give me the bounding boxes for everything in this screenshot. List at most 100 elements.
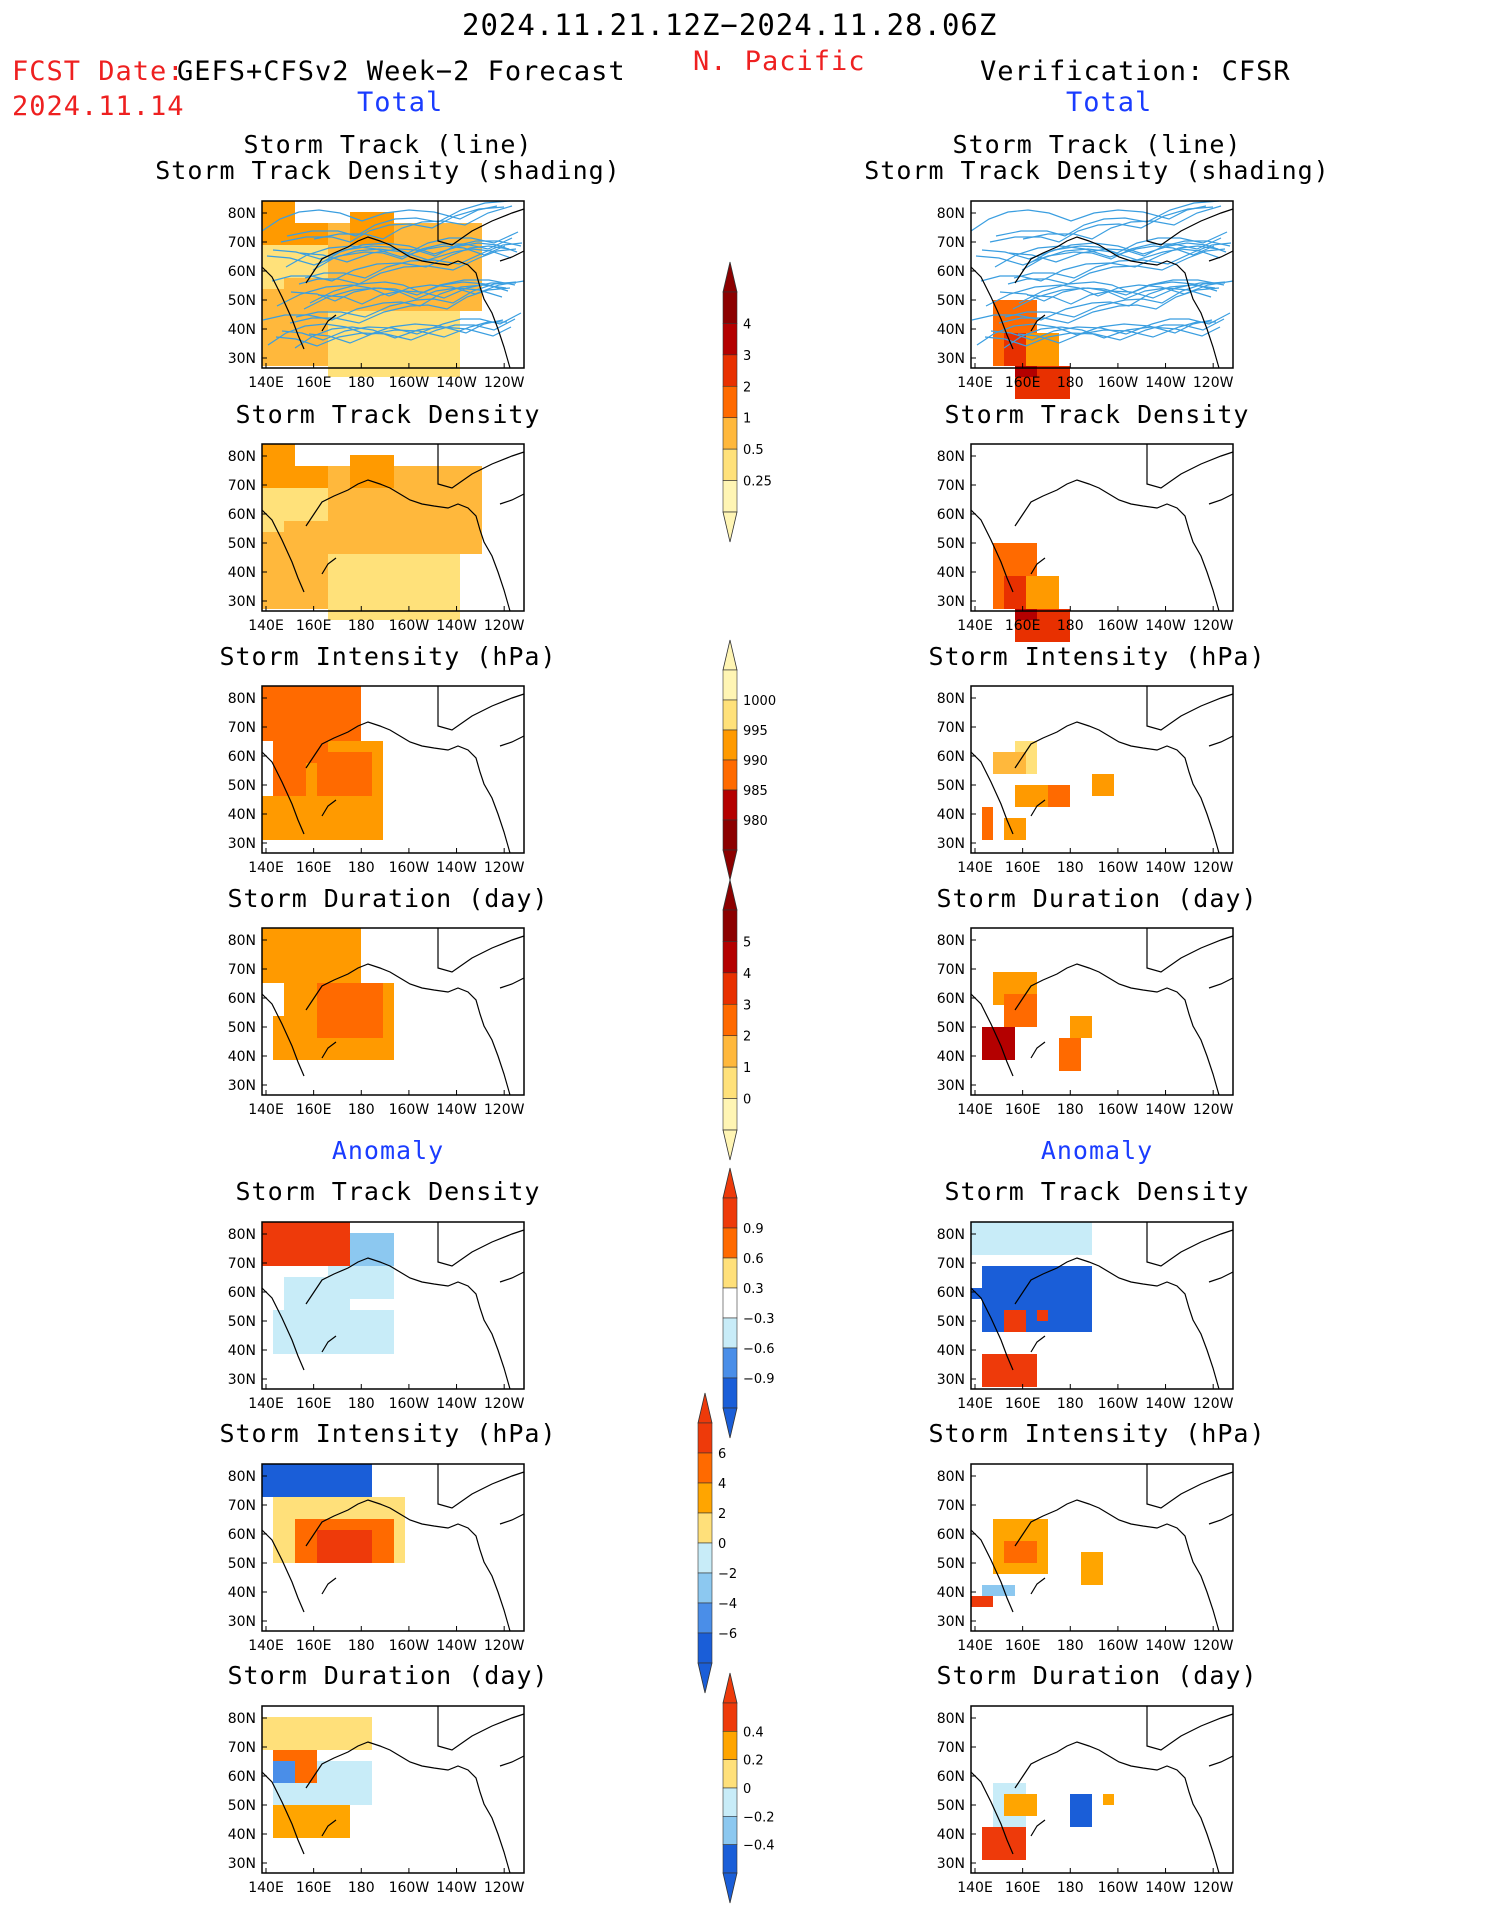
y-tick-label: 50N	[228, 1020, 256, 1036]
y-tick-label: 50N	[937, 778, 965, 794]
coastline	[970, 509, 1014, 593]
map-verification-total-intensity: 140E 160E 180 160W 140W 120W 80N 70N 60N 50N 40N 30…	[937, 685, 1234, 876]
map-frame	[970, 927, 1234, 1096]
y-tick-label: 50N	[228, 536, 256, 552]
y-tick-label: 70N	[937, 235, 965, 251]
map-forecast-total-density: 140E 160E 180 160W 140W 120W 80N 70N 60N 50N 40N 30…	[228, 443, 525, 634]
y-tick-label: 70N	[937, 1740, 965, 1756]
region-label: N. Pacific	[693, 46, 866, 77]
y-tick-label: 60N	[228, 264, 256, 280]
colorbar-arrow-top	[697, 1392, 713, 1424]
field-cell	[328, 311, 460, 377]
colorbar-segment	[722, 385, 738, 419]
map-verification-total-duration: 140E 160E 180 160W 140W 120W 80N 70N 60N 50N 40N 30…	[937, 927, 1234, 1118]
y-tick-label: 30N	[937, 1614, 965, 1630]
x-tick-label: 140W	[436, 860, 477, 876]
field-cell	[1070, 1016, 1092, 1038]
field-cell	[339, 521, 372, 554]
y-tick-label: 60N	[228, 507, 256, 523]
y-tick-label: 40N	[937, 1343, 965, 1359]
coastline	[261, 509, 305, 593]
coastline	[1146, 1464, 1234, 1509]
colorbar-arrow-bottom	[722, 1407, 738, 1439]
x-tick-label: 160E	[1005, 860, 1041, 876]
colorbar-label: 2	[718, 1507, 726, 1522]
storm-track-line	[994, 245, 1215, 268]
x-tick-label: 140E	[957, 860, 993, 876]
storm-track-line	[276, 280, 525, 307]
colorbar-segment	[722, 1287, 738, 1319]
coastline	[1146, 928, 1234, 973]
x-tick-label: 140W	[1145, 1102, 1186, 1118]
coastline	[321, 314, 337, 332]
map-forecast-total-duration: 140E 160E 180 160W 140W 120W 80N 70N 60N 50N 40N 30…	[228, 927, 525, 1118]
title-anom-density-left: Storm Track Density	[235, 1177, 541, 1206]
colorbar-label: 0.6	[743, 1252, 764, 1267]
y-tick-label: 60N	[228, 1285, 256, 1301]
x-tick-label: 160E	[1005, 375, 1041, 391]
x-tick-label: 180	[348, 618, 375, 634]
coastline	[499, 1755, 525, 1767]
x-tick-label: 120W	[484, 1638, 525, 1654]
coastline	[1030, 557, 1046, 575]
field-cell	[273, 1761, 295, 1783]
y-tick-label: 40N	[937, 1585, 965, 1601]
storm-track-line	[281, 312, 522, 341]
x-tick-label: 120W	[1193, 1880, 1234, 1896]
colorbar-arrow-top	[722, 1672, 738, 1704]
colorbar-segment	[722, 972, 738, 1005]
x-tick-label: 140W	[1145, 1396, 1186, 1412]
storm-track-line	[985, 280, 1234, 307]
x-tick-label: 160W	[389, 1638, 430, 1654]
colorbar-segment	[722, 1066, 738, 1099]
fcst-date-label: FCST Date:	[12, 56, 185, 87]
colorbar-segment	[722, 1317, 738, 1349]
colorbar-label: 0.2	[743, 1754, 764, 1769]
coastline	[1030, 1577, 1046, 1595]
coastline	[1014, 1741, 1220, 1874]
storm-track-line	[286, 200, 511, 237]
y-tick-label: 40N	[937, 565, 965, 581]
y-tick-label: 60N	[228, 749, 256, 765]
coastline	[1208, 1513, 1234, 1525]
colorbar-segment	[697, 1482, 713, 1514]
coastline	[970, 266, 1014, 350]
storm-track-line	[1022, 205, 1222, 240]
colorbar-label: 0.5	[743, 443, 764, 458]
colorbar-label: −6	[718, 1627, 737, 1642]
colorbar-arrow-top	[722, 639, 738, 671]
coastline	[1014, 479, 1220, 612]
y-tick-label: 60N	[937, 264, 965, 280]
x-tick-label: 160E	[296, 618, 332, 634]
y-tick-label: 80N	[937, 1711, 965, 1727]
y-tick-label: 50N	[937, 1798, 965, 1814]
storm-track-line	[970, 205, 1207, 232]
field-cell	[1081, 1552, 1103, 1585]
x-tick-label: 180	[348, 1638, 375, 1654]
coastline	[970, 751, 1014, 835]
x-tick-label: 160E	[296, 1880, 332, 1896]
coastline	[1146, 1706, 1234, 1751]
x-tick-label: 160W	[389, 1102, 430, 1118]
x-tick-label: 140W	[436, 1638, 477, 1654]
x-tick-label: 180	[1057, 375, 1084, 391]
anomaly-label-right: Anomaly	[1040, 1136, 1154, 1165]
coastline	[1030, 1041, 1046, 1059]
x-tick-label: 140W	[436, 1396, 477, 1412]
y-tick-label: 80N	[937, 1227, 965, 1243]
title-track-line-right: Storm Track (line)	[952, 130, 1242, 159]
storm-track-line	[294, 326, 512, 349]
y-tick-label: 30N	[228, 836, 256, 852]
storm-track-line	[1012, 287, 1212, 310]
coastline	[321, 799, 337, 817]
field-cell	[982, 1354, 1037, 1387]
coastline	[437, 444, 525, 489]
colorbar-segment	[722, 1347, 738, 1379]
y-tick-label: 40N	[937, 1049, 965, 1065]
y-tick-label: 30N	[937, 1372, 965, 1388]
map-frame	[970, 443, 1234, 612]
storm-track-line	[303, 287, 503, 310]
colorbar-segment	[722, 448, 738, 481]
title-intensity-left: Storm Intensity (hPa)	[219, 642, 557, 671]
colorbar-intensity: 1000 995 990 985 980	[722, 639, 776, 881]
